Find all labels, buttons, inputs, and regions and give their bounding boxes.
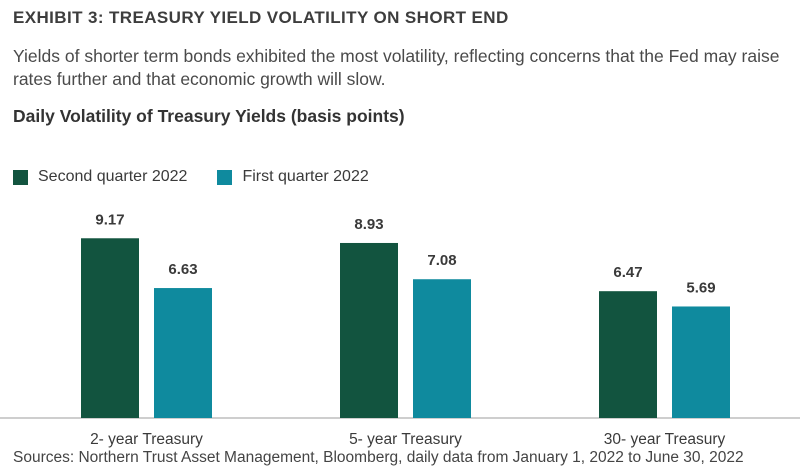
bar-5-year-treasury-second-quarter-2022 [340,242,398,418]
legend-label-first-quarter: First quarter 2022 [242,168,369,185]
x-tick-label-2-year-treasury: 2- year Treasury [90,431,203,448]
legend-label-second-quarter: Second quarter 2022 [38,168,188,185]
x-tick-label-30-year-treasury: 30- year Treasury [604,431,726,448]
legend-swatch-second-quarter [13,169,28,185]
source-note: Sources: Northern Trust Asset Management… [13,449,744,466]
bar-2-year-treasury-first-quarter-2022 [154,288,212,418]
legend-item-first-quarter: First quarter 2022 [217,168,369,186]
chart-title: Daily Volatility of Treasury Yields (bas… [13,106,405,126]
data-label-2-year-treasury-second-quarter-2022: 9.17 [95,211,124,228]
data-label-5-year-treasury-first-quarter-2022: 7.08 [427,252,456,269]
bar-2-year-treasury-second-quarter-2022 [81,238,139,418]
data-label-2-year-treasury-first-quarter-2022: 6.63 [168,261,197,278]
data-label-30-year-treasury-second-quarter-2022: 6.47 [613,264,642,281]
data-label-5-year-treasury-second-quarter-2022: 8.93 [354,216,383,233]
data-label-30-year-treasury-first-quarter-2022: 5.69 [686,279,715,296]
bar-30-year-treasury-first-quarter-2022 [672,306,730,418]
bar-5-year-treasury-first-quarter-2022 [413,279,471,418]
chart-subtitle: Yields of shorter term bonds exhibited t… [13,46,780,89]
exhibit-title: EXHIBIT 3: TREASURY YIELD VOLATILITY ON … [13,8,509,27]
legend-item-second-quarter: Second quarter 2022 [13,168,187,186]
legend-swatch-first-quarter [217,169,233,185]
bar-30-year-treasury-second-quarter-2022 [599,291,657,418]
chart-legend: Second quarter 2022 First quarter 2022 [13,168,399,186]
x-tick-label-5-year-treasury: 5- year Treasury [349,431,462,448]
